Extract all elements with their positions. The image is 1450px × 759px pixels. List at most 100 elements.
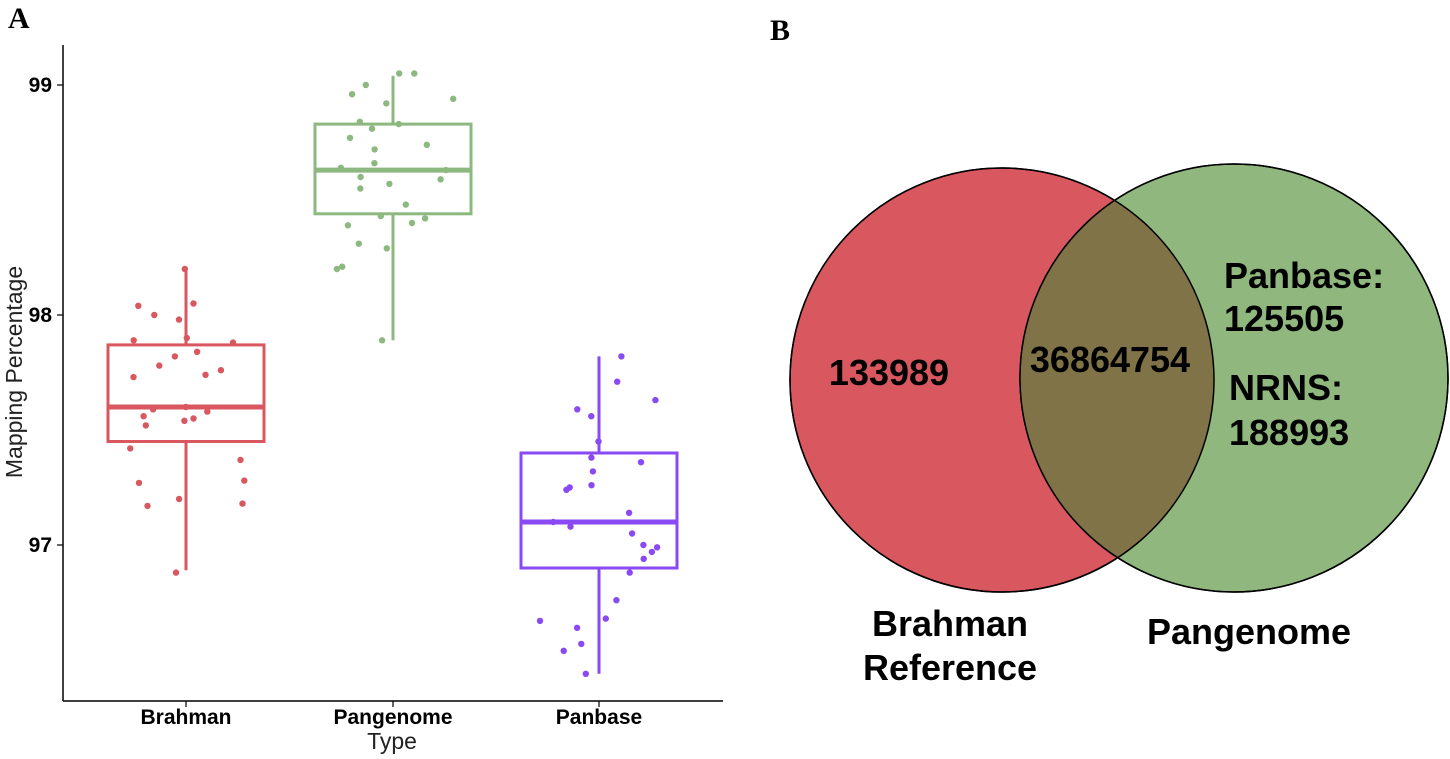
venn-nrns-count: 188993 (1229, 412, 1349, 453)
data-point (567, 523, 574, 530)
data-point (239, 500, 246, 507)
data-point (626, 569, 633, 576)
data-point (628, 530, 636, 537)
panel-a-letter: A (8, 2, 30, 35)
data-point (172, 569, 180, 576)
data-point (202, 371, 209, 378)
data-point (339, 263, 346, 270)
data-point (574, 406, 581, 413)
data-point (578, 640, 585, 648)
venn-diagram: 133989 36864754 Panbase: 125505 NRNS: 18… (789, 163, 1449, 688)
data-point (618, 353, 625, 360)
data-point (383, 100, 390, 107)
venn-panbase-count: 125505 (1224, 298, 1344, 339)
data-point (652, 396, 659, 404)
data-point (140, 413, 147, 420)
venn-set-label-pangenome: Pangenome (1147, 611, 1351, 652)
data-point (371, 146, 378, 153)
data-point (183, 334, 190, 342)
data-point (395, 120, 402, 128)
data-point (589, 468, 597, 475)
venn-nrns-label: NRNS: (1229, 367, 1343, 408)
data-point (563, 486, 570, 493)
data-point (408, 219, 416, 227)
data-point (237, 456, 244, 464)
data-point (386, 180, 393, 188)
data-point (190, 300, 197, 307)
data-point (333, 265, 341, 273)
data-point (130, 337, 137, 344)
data-point (402, 201, 409, 208)
data-point (142, 422, 149, 429)
data-point (344, 222, 352, 229)
data-point (156, 362, 163, 369)
data-point (229, 339, 237, 346)
data-point (144, 502, 151, 510)
box-iqr (106, 343, 266, 443)
data-point (648, 548, 656, 556)
data-point (357, 185, 364, 192)
venn-set-label-brahman-line2: Reference (863, 647, 1037, 688)
data-point (151, 311, 158, 319)
x-tick-label: Pangenome (333, 706, 452, 729)
venn-overlap-region (1020, 168, 1214, 592)
data-point (582, 670, 589, 677)
data-point (640, 541, 647, 549)
data-point (181, 417, 188, 424)
data-point (640, 555, 647, 562)
x-axis-title: Type (367, 728, 417, 754)
box-panbase (519, 353, 679, 677)
data-point (588, 482, 595, 489)
data-point (560, 647, 567, 654)
data-point (437, 176, 444, 183)
data-point (346, 134, 354, 142)
y-tick-label: 98 (29, 304, 53, 327)
data-point (362, 81, 369, 89)
data-point (614, 378, 621, 385)
data-point (442, 166, 450, 174)
data-point (130, 373, 137, 381)
data-point (550, 518, 557, 526)
data-point (450, 95, 457, 103)
data-point (135, 479, 143, 487)
box-pangenome (313, 70, 473, 344)
data-point (625, 509, 633, 516)
x-tick-label: Panbase (556, 706, 642, 729)
data-point (396, 70, 403, 77)
data-point (378, 337, 386, 344)
data-point (337, 164, 345, 171)
data-point (241, 477, 248, 484)
data-point (357, 173, 364, 181)
data-point (536, 617, 544, 625)
data-point (171, 353, 179, 360)
boxplot-chart: 97 98 99 Brahman Pangenome Panbase Type Mapp… (1, 45, 723, 754)
data-point (588, 413, 595, 420)
data-point (204, 408, 211, 415)
data-point (371, 160, 378, 167)
data-point (149, 406, 157, 413)
data-point (175, 316, 183, 323)
data-point (653, 544, 661, 551)
y-axis-title: Mapping Percentage (1, 266, 27, 478)
y-tick-label: 99 (29, 74, 52, 97)
x-tick-label: Brahman (140, 706, 231, 729)
data-point (421, 215, 429, 222)
data-point (127, 445, 134, 452)
venn-panbase-label: Panbase: (1224, 255, 1384, 296)
data-point (135, 302, 142, 309)
data-point (182, 403, 189, 411)
box-iqr (519, 451, 679, 570)
data-point (573, 624, 581, 631)
y-tick-label: 97 (29, 534, 52, 557)
data-point (190, 415, 197, 422)
data-point (348, 91, 356, 98)
data-point (217, 367, 225, 374)
data-point (181, 265, 188, 273)
box-brahman (106, 265, 266, 576)
venn-intersection-count: 36864754 (1030, 339, 1190, 380)
data-point (613, 597, 620, 604)
panel-b-letter: B (770, 14, 790, 47)
data-point (355, 240, 362, 247)
data-point (411, 70, 418, 77)
